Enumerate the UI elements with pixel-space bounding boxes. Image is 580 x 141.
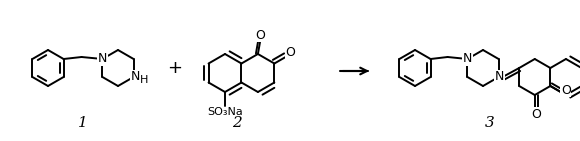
Text: H: H (139, 75, 148, 85)
Text: N: N (495, 70, 504, 83)
Text: O: O (561, 83, 571, 96)
Text: N: N (463, 52, 472, 66)
Text: O: O (531, 107, 541, 121)
Text: 3: 3 (485, 116, 495, 130)
Text: O: O (255, 29, 265, 42)
Text: N: N (97, 52, 107, 66)
Text: 2: 2 (232, 116, 242, 130)
Text: O: O (286, 47, 296, 60)
Text: SO₃Na: SO₃Na (207, 107, 243, 117)
Text: +: + (168, 59, 183, 77)
Text: N: N (131, 70, 140, 83)
Text: 1: 1 (78, 116, 88, 130)
